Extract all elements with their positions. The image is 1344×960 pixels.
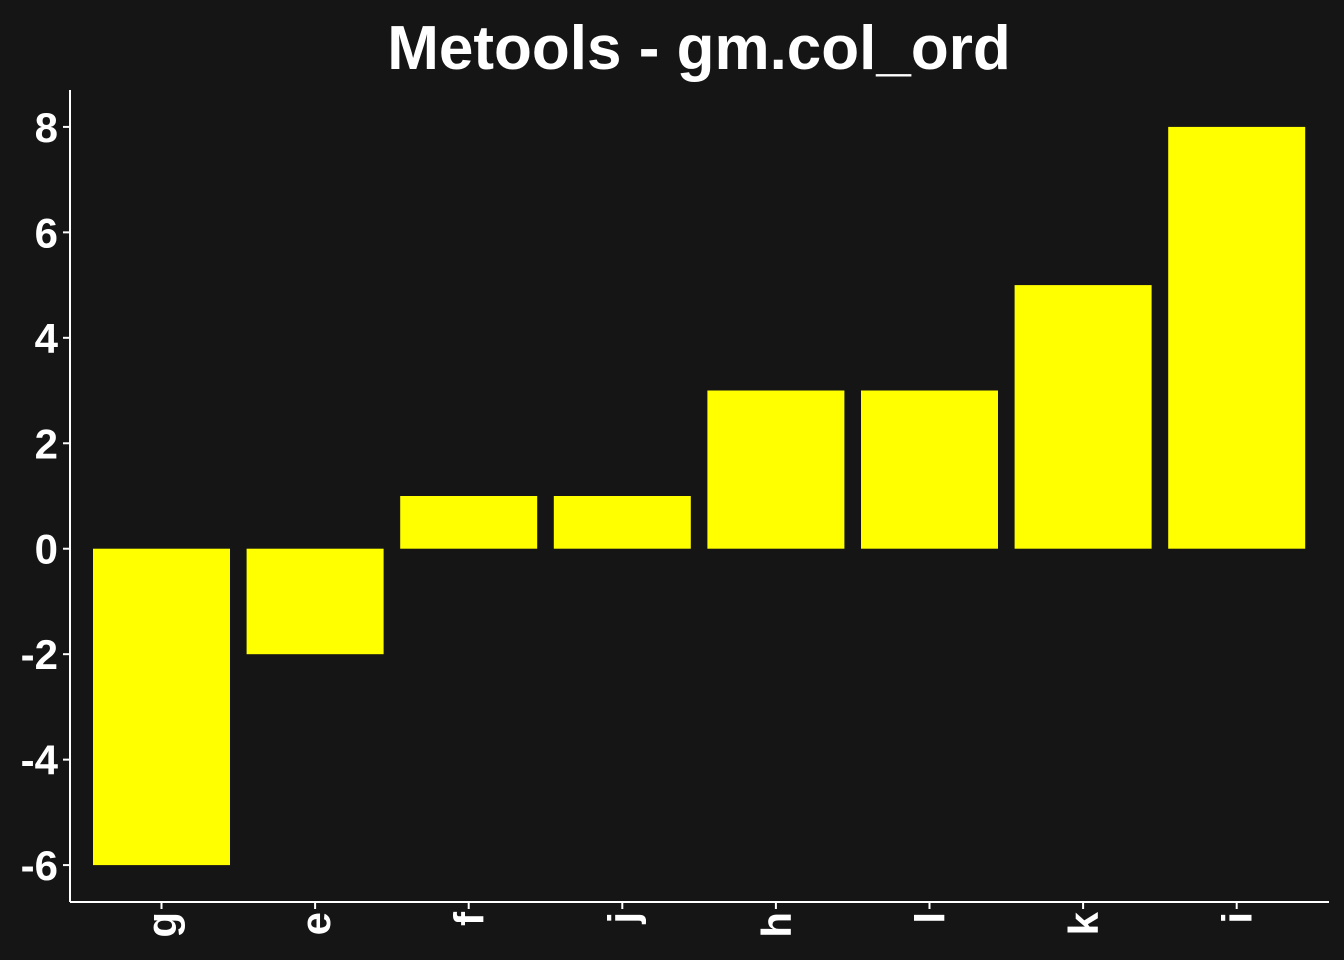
y-ticks-group: -6 -4 -2 0 2 4 6 8 [21,104,70,889]
bar-l [861,390,998,549]
y-tick-label: -4 [21,737,59,784]
x-tick-label-g: g [139,912,186,938]
y-tick-label: 6 [35,209,58,256]
x-tick-label-h: h [753,912,800,938]
axes-group [69,90,1329,903]
chart-title: Metools - gm.col_ord [387,14,1010,83]
bar-j [553,496,691,549]
y-tick-label: 8 [35,104,58,151]
bar-i [1168,126,1306,549]
bars-group [93,126,1306,866]
y-tick-label: -2 [21,631,58,678]
x-tick-label-f: f [446,911,493,926]
y-tick-label: 2 [35,420,58,467]
bar-f [400,496,538,549]
bar-e [246,548,384,655]
x-tick-label-l: l [907,912,954,924]
x-tick-label-j: j [599,912,646,925]
y-tick-label: 4 [35,315,59,362]
bar-g [93,548,230,866]
bar-h [707,390,845,549]
x-tick-label-e: e [292,912,339,935]
bar-k [1014,285,1152,549]
y-tick-label: -6 [21,842,58,889]
x-tick-label-i: i [1214,912,1261,924]
x-tick-label-k: k [1060,911,1107,935]
y-tick-label: 0 [35,526,58,573]
